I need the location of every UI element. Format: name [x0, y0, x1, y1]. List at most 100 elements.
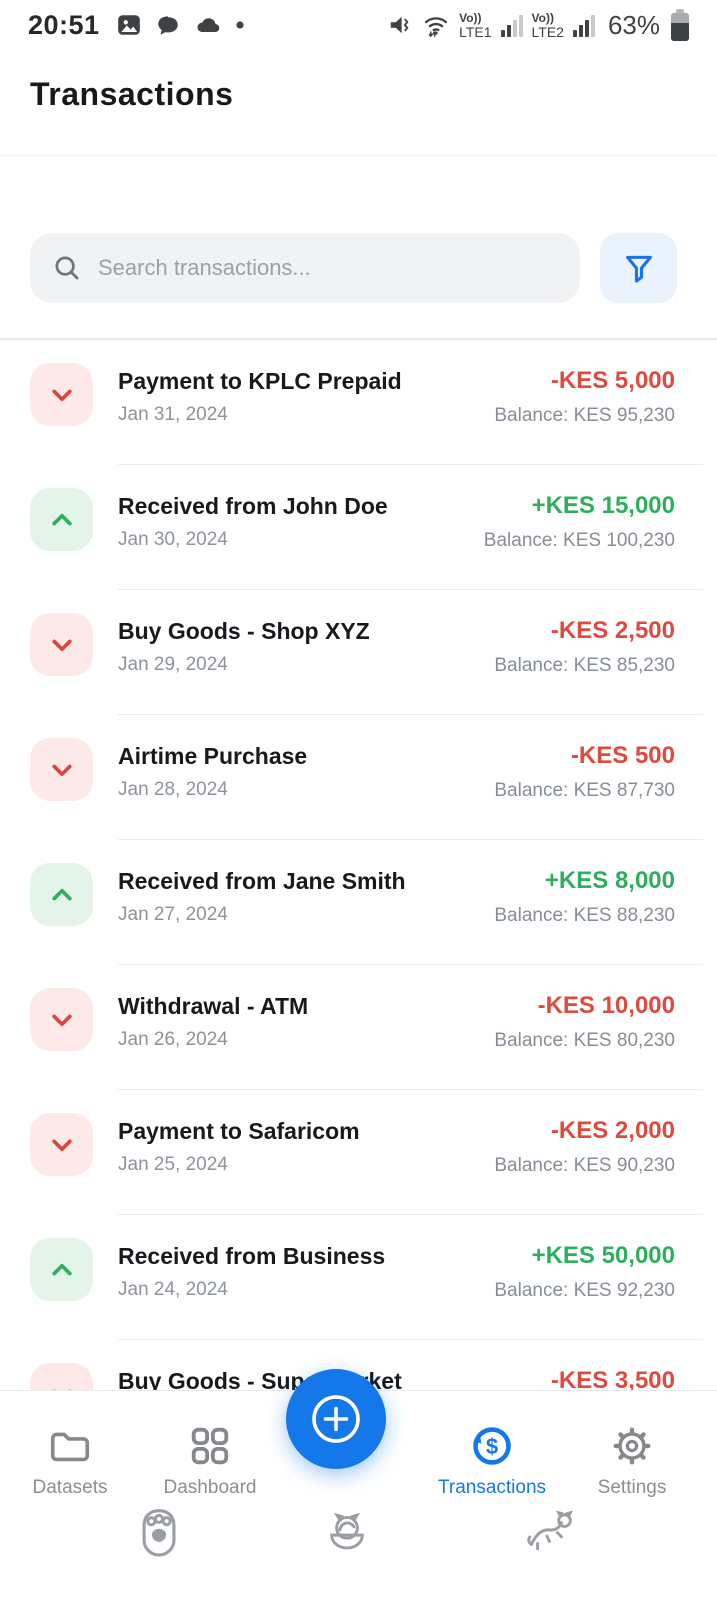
nav-item-transactions[interactable]: $ Transactions: [417, 1423, 567, 1499]
status-bar: 20:51: [0, 0, 717, 46]
transaction-title: Payment to KPLC Prepaid: [118, 368, 402, 394]
transaction-amount: +KES 15,000: [531, 492, 675, 519]
transaction-date: Jan 31, 2024: [118, 404, 228, 425]
search-input[interactable]: [96, 254, 560, 282]
nav-label: Transactions: [437, 1477, 547, 1498]
transaction-date: Jan 29, 2024: [118, 654, 228, 675]
volte-label: Vo)): [459, 10, 482, 25]
transaction-amount: -KES 500: [570, 742, 675, 769]
search-icon: [52, 253, 82, 283]
svg-text:$: $: [486, 1434, 498, 1459]
transaction-title: Airtime Purchase: [118, 743, 308, 769]
transaction-date: Jan 30, 2024: [118, 529, 228, 550]
direction-badge: [30, 1113, 93, 1176]
transaction-amount: -KES 2,000: [550, 1117, 675, 1144]
system-status-icons: Vo)) LTE1 Vo)) LTE2 63%: [387, 9, 689, 41]
transaction-row[interactable]: Received from John Doe Jan 30, 2024 +KES…: [0, 465, 717, 590]
transaction-amount: +KES 8,000: [544, 867, 675, 894]
image-icon: [116, 12, 142, 38]
vibrate-mute-icon: [387, 12, 413, 38]
transaction-date: Jan 28, 2024: [118, 779, 228, 800]
transaction-title: Received from Jane Smith: [118, 868, 406, 894]
nav-item-settings[interactable]: Settings: [557, 1423, 707, 1499]
direction-badge: [30, 738, 93, 801]
folder-icon: [0, 1423, 145, 1469]
transaction-title: Payment to Safaricom: [118, 1118, 360, 1144]
nav-label: Dashboard: [163, 1477, 257, 1498]
transaction-balance: Balance: KES 88,230: [494, 905, 675, 926]
gesture-bar: [0, 1498, 717, 1568]
cat-stretch-icon[interactable]: [522, 1504, 576, 1560]
filter-button[interactable]: [600, 233, 677, 303]
chevron-icon: [45, 878, 79, 912]
transaction-row[interactable]: Payment to KPLC Prepaid Jan 31, 2024 -KE…: [0, 340, 717, 465]
add-transaction-fab[interactable]: [286, 1369, 386, 1469]
wifi-icon: [422, 11, 450, 39]
dot-icon: [235, 20, 245, 30]
chevron-icon: [45, 1003, 79, 1037]
transaction-row[interactable]: Payment to Safaricom Jan 25, 2024 -KES 2…: [0, 1090, 717, 1215]
grid-icon: [135, 1423, 285, 1469]
chevron-icon: [45, 503, 79, 537]
nav-label: Datasets: [32, 1477, 108, 1498]
transaction-date: Jan 25, 2024: [118, 1154, 228, 1175]
nav-item-dashboard[interactable]: Dashboard: [135, 1423, 285, 1499]
nav-label: Settings: [597, 1477, 667, 1498]
transaction-row[interactable]: Buy Goods - Shop XYZ Jan 29, 2024 -KES 2…: [0, 590, 717, 715]
volte-label: Vo)): [531, 10, 554, 25]
header-divider: [0, 155, 717, 156]
sim1-indicator: Vo)) LTE1: [459, 12, 491, 39]
funnel-icon: [622, 251, 656, 285]
transaction-amount: -KES 2,500: [550, 617, 675, 644]
chat-bubble-icon: [155, 12, 181, 38]
chevron-icon: [45, 753, 79, 787]
transaction-balance: Balance: KES 85,230: [494, 655, 675, 676]
transaction-row[interactable]: Withdrawal - ATM Jan 26, 2024 -KES 10,00…: [0, 965, 717, 1090]
signal-bars-sim2-icon: [572, 13, 595, 37]
dollar-circle-icon: $: [417, 1423, 567, 1469]
transaction-balance: Balance: KES 92,230: [494, 1280, 675, 1301]
chevron-icon: [45, 1128, 79, 1162]
transaction-amount: -KES 3,500: [550, 1367, 675, 1392]
battery-percent: 63%: [607, 9, 660, 40]
transaction-date: Jan 26, 2024: [118, 1029, 228, 1050]
transaction-balance: Balance: KES 87,730: [494, 780, 675, 801]
transaction-balance: Balance: KES 100,230: [483, 530, 675, 551]
direction-badge: [30, 1363, 93, 1392]
chevron-icon: [45, 628, 79, 662]
nav-item-datasets[interactable]: Datasets: [0, 1423, 145, 1499]
transaction-amount: -KES 5,000: [550, 367, 675, 394]
transaction-title: Buy Goods - Shop XYZ: [118, 618, 370, 644]
direction-badge: [30, 363, 93, 426]
transaction-date: Jan 24, 2024: [118, 1279, 228, 1300]
section-divider: [0, 338, 717, 340]
signal-bars-sim1-icon: [500, 13, 523, 37]
transaction-balance: Balance: KES 90,230: [494, 1155, 675, 1176]
direction-badge: [30, 613, 93, 676]
direction-badge: [30, 488, 93, 551]
network-label: LTE2: [531, 23, 564, 40]
notification-icons: [116, 11, 245, 39]
transaction-title: Received from Business: [118, 1243, 386, 1269]
search-row: [30, 233, 677, 303]
direction-badge: [30, 863, 93, 926]
transaction-balance: Balance: KES 95,230: [494, 405, 675, 426]
plus-circle-icon: [308, 1391, 364, 1447]
transaction-amount: -KES 10,000: [537, 992, 675, 1019]
cloud-icon: [194, 11, 222, 39]
transaction-list: Payment to KPLC Prepaid Jan 31, 2024 -KE…: [0, 340, 717, 1392]
transaction-title: Withdrawal - ATM: [118, 993, 309, 1019]
battery-icon: [671, 9, 689, 41]
transaction-balance: Balance: KES 80,230: [494, 1030, 675, 1051]
clock: 20:51: [28, 9, 100, 40]
transaction-row[interactable]: Received from Jane Smith Jan 27, 2024 +K…: [0, 840, 717, 965]
direction-badge: [30, 988, 93, 1051]
transaction-row[interactable]: Received from Business Jan 24, 2024 +KES…: [0, 1215, 717, 1340]
chevron-icon: [45, 1253, 79, 1287]
paw-icon[interactable]: [134, 1504, 184, 1560]
transaction-row[interactable]: Airtime Purchase Jan 28, 2024 -KES 500 B…: [0, 715, 717, 840]
search-input-container[interactable]: [30, 233, 580, 303]
chevron-icon: [45, 378, 79, 412]
cat-bowl-icon[interactable]: [322, 1504, 372, 1560]
